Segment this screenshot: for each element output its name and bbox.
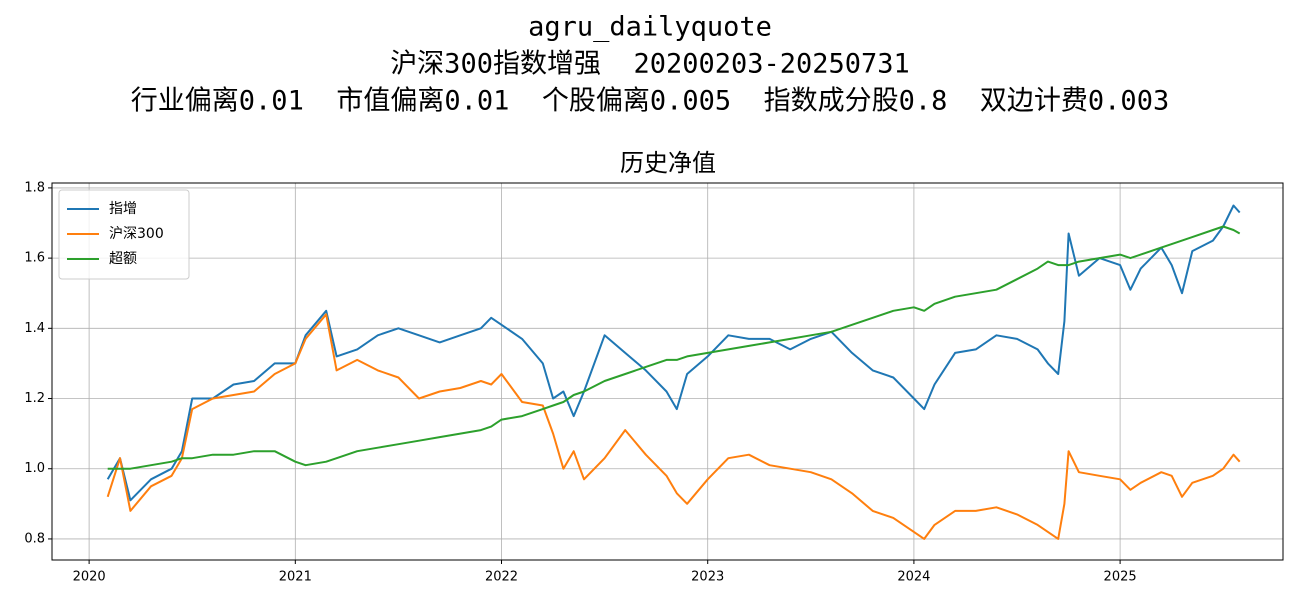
series-line — [106, 313, 1241, 540]
legend-label: 沪深300 — [109, 226, 164, 242]
y-tick-label: 1.4 — [24, 321, 45, 336]
chart-title: agru_dailyquote — [528, 12, 772, 43]
x-tick-label: 2021 — [279, 570, 312, 585]
x-tick-label: 2023 — [691, 570, 724, 585]
y-tick-label: 0.8 — [24, 531, 45, 546]
legend-box — [58, 189, 190, 280]
y-tick-label: 1.2 — [24, 391, 45, 406]
x-tick-label: 2020 — [73, 570, 106, 585]
legend-label: 超额 — [109, 251, 137, 267]
axes-frame — [51, 182, 1284, 561]
x-tick-label: 2025 — [1104, 570, 1137, 585]
legend-label: 指增 — [109, 201, 137, 217]
chart-subtitle: 沪深300指数增强 20200203-20250731 — [390, 49, 910, 80]
y-tick-label: 1.6 — [24, 251, 45, 266]
x-tick-label: 2024 — [897, 570, 930, 585]
y-tick-label: 1.8 — [24, 180, 45, 195]
y-tick-label: 1.0 — [24, 461, 45, 476]
chart-parameters: 行业偏离0.01 市值偏离0.01 个股偏离0.005 指数成分股0.8 双边计… — [131, 86, 1169, 117]
x-tick-label: 2022 — [485, 570, 518, 585]
axes-title: 历史净值 — [620, 149, 716, 177]
series-line — [107, 225, 1241, 470]
